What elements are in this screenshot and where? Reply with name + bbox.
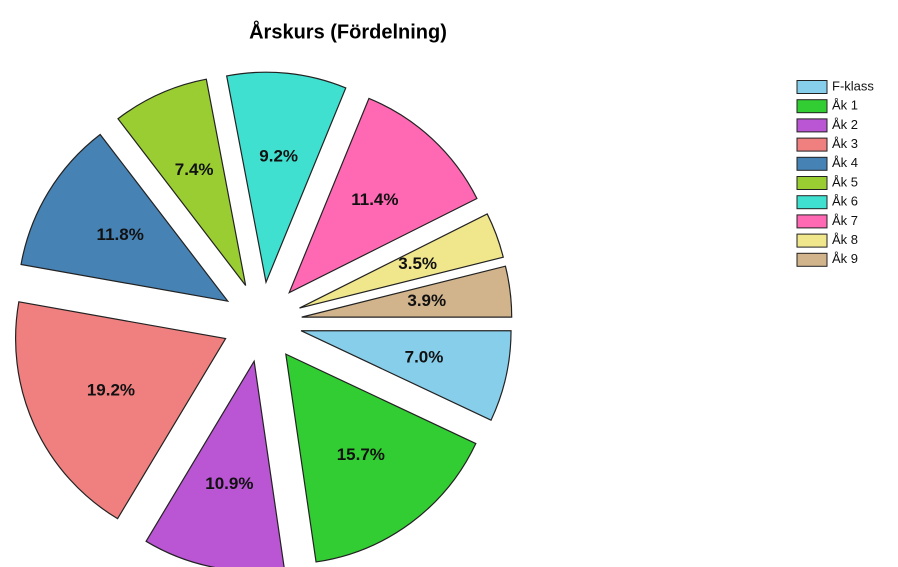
legend-swatch	[796, 195, 828, 210]
value-label: 7.4%	[175, 160, 214, 179]
legend-label: Åk 9	[832, 251, 858, 266]
legend-swatch	[796, 137, 828, 152]
legend-swatch	[796, 99, 828, 114]
pie-slice	[300, 330, 512, 421]
value-label: 10.9%	[205, 474, 253, 493]
pie-slice	[285, 353, 477, 563]
legend-swatch	[796, 80, 828, 94]
legend-label: F-klass	[832, 78, 874, 93]
value-label: 15.7%	[337, 445, 385, 464]
pie-slice	[117, 78, 247, 286]
pie-slice	[299, 213, 504, 309]
legend-swatch	[796, 156, 828, 171]
legend-label: Åk 7	[832, 213, 858, 228]
value-label: 7.0%	[405, 348, 444, 367]
pie-slice	[14, 301, 227, 520]
value-label: 11.8%	[97, 225, 144, 244]
pie-slice	[301, 265, 513, 318]
legend-swatch	[796, 252, 828, 267]
legend-label: Åk 1	[832, 98, 858, 113]
legend-label: Åk 4	[832, 155, 858, 170]
value-label: 11.4%	[351, 190, 398, 209]
chart-title: Årskurs (Fördelning)	[249, 19, 447, 43]
legend-swatch	[796, 214, 828, 229]
legend-label: Åk 3	[832, 136, 858, 151]
legend-swatch	[796, 176, 828, 190]
legend-swatch	[796, 118, 828, 133]
pie-slice	[225, 71, 347, 285]
legend-label: Åk 8	[832, 232, 858, 247]
pie-slice	[145, 359, 285, 567]
legend-label: Åk 5	[832, 174, 858, 189]
value-label: 19.2%	[87, 380, 135, 399]
pie-slice	[288, 97, 478, 294]
legend-swatch	[796, 233, 828, 248]
value-label: 9.2%	[259, 146, 298, 165]
value-label: 3.9%	[407, 291, 446, 310]
legend-label: Åk 2	[832, 117, 858, 132]
pie-slice	[20, 133, 230, 303]
legend-label: Åk 6	[832, 194, 858, 209]
value-label: 3.5%	[398, 254, 437, 273]
